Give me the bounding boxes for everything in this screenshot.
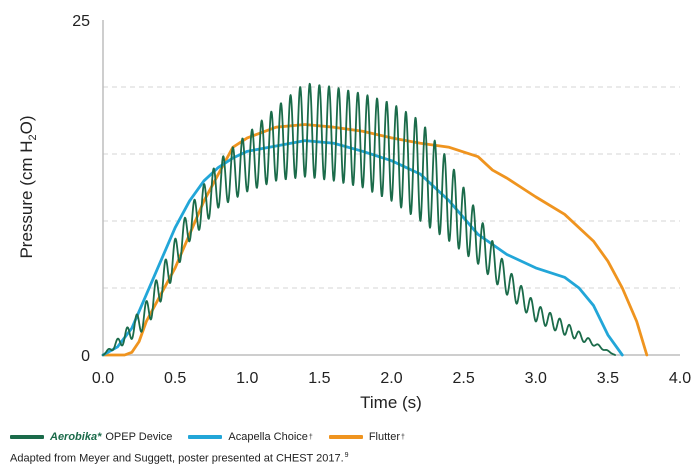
x-tick-label: 0.0 xyxy=(92,370,114,387)
x-tick-label: 3.0 xyxy=(525,370,547,387)
legend: Aerobika* OPEP Device Acapella Choice † F… xyxy=(10,431,421,443)
gridlines xyxy=(103,86,680,289)
tick-labels: 0.0 0.5 1.0 1.5 2.0 2.5 3.0 3.5 4.0 0 25 xyxy=(72,13,691,387)
legend-item-acapella: Acapella Choice † xyxy=(188,431,313,443)
source-caption-text: Adapted from Meyer and Suggett, poster p… xyxy=(10,452,344,465)
y-axis-title-main: Pressure (cm H xyxy=(17,140,36,258)
x-tick-label: 2.0 xyxy=(380,370,402,387)
series-line-acapella-choice xyxy=(101,139,624,357)
series-line-opep-device xyxy=(102,82,616,356)
source-caption-ref: 9 xyxy=(344,452,349,459)
y-tick-label: 25 xyxy=(72,13,90,30)
legend-item-aerobika: Aerobika* OPEP Device xyxy=(10,431,172,443)
legend-sup-acapella: † xyxy=(308,433,313,441)
y-axis-title: Pressure (cm H2O) xyxy=(17,115,39,258)
x-tick-label: 1.0 xyxy=(236,370,258,387)
y-tick-label: 0 xyxy=(81,348,90,365)
y-axis-title-tail: O) xyxy=(17,115,36,134)
legend-swatch-aerobika xyxy=(10,435,44,439)
legend-swatch-acapella xyxy=(188,435,223,439)
x-axis-title: Time (s) xyxy=(360,393,422,412)
x-tick-label: 2.5 xyxy=(453,370,475,387)
source-caption: Adapted from Meyer and Suggett, poster p… xyxy=(10,452,349,465)
legend-label-aerobika: OPEP Device xyxy=(105,431,173,443)
x-tick-label: 1.5 xyxy=(308,370,330,387)
legend-brand-aerobika: Aerobika* xyxy=(50,431,102,443)
legend-sup-flutter: † xyxy=(401,433,405,441)
legend-label-acapella: Acapella Choice xyxy=(228,431,308,443)
legend-item-flutter: Flutter † xyxy=(328,431,405,443)
series-line-flutter xyxy=(101,123,649,357)
legend-swatch-flutter xyxy=(328,435,363,439)
y-axis-title-sub: 2 xyxy=(27,134,39,140)
x-tick-label: 3.5 xyxy=(597,370,619,387)
x-tick-label: 4.0 xyxy=(669,370,691,387)
series-layer xyxy=(101,82,649,357)
legend-label-flutter: Flutter xyxy=(368,431,401,443)
x-tick-label: 0.5 xyxy=(164,370,186,387)
